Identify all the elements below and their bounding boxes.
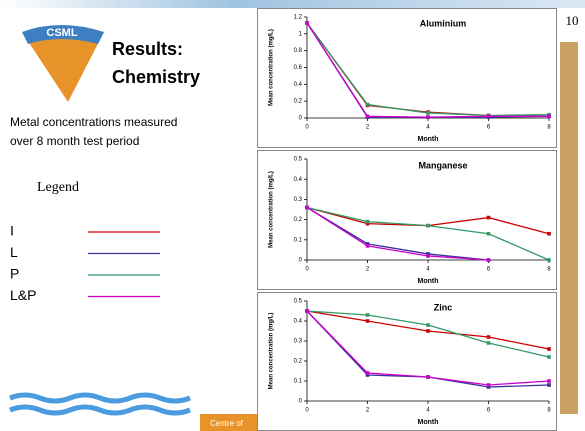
y-tick-label: 0.5: [294, 157, 303, 163]
y-tick-label: 0.4: [294, 82, 303, 88]
data-point: [547, 355, 551, 359]
data-point: [305, 206, 309, 210]
data-point: [366, 319, 370, 323]
footer-text: Centre of: [210, 419, 244, 428]
data-point: [366, 103, 370, 107]
y-tick-label: 0.5: [294, 299, 303, 305]
data-point: [366, 220, 370, 224]
legend-label: I: [10, 223, 14, 239]
slide-title: Chemistry: [112, 67, 200, 87]
data-point: [547, 347, 551, 351]
legend-label: L&P: [10, 287, 36, 303]
data-point: [487, 383, 491, 387]
y-tick-label: 0.6: [294, 65, 303, 71]
y-tick-label: 0.4: [294, 177, 303, 183]
side-strip: [560, 42, 578, 414]
data-point: [426, 224, 430, 228]
legend-title: Legend: [37, 180, 79, 195]
y-tick-label: 0.3: [294, 339, 303, 345]
y-tick-label: 0.1: [294, 379, 303, 385]
y-tick-label: 0.8: [294, 48, 303, 54]
page-number: 10: [566, 13, 579, 28]
data-point: [426, 323, 430, 327]
chart-panel: [258, 9, 557, 148]
slide-title: Results:: [112, 39, 183, 59]
data-point: [487, 341, 491, 345]
slide: CSML Results: Chemistry Metal concentrat…: [0, 0, 585, 431]
top-band: [0, 0, 585, 8]
y-axis-label: Mean concentration (mg/L): [269, 313, 275, 390]
x-axis-label: Month: [418, 419, 439, 426]
description: over 8 month test period: [10, 134, 139, 148]
data-point: [547, 383, 551, 387]
legend-label: P: [10, 266, 19, 282]
data-point: [487, 335, 491, 339]
data-point: [366, 115, 370, 119]
y-axis-label: Mean concentration (mg/L): [269, 171, 275, 248]
data-point: [426, 115, 430, 119]
data-point: [305, 21, 309, 25]
data-point: [487, 258, 491, 262]
chart-panel: [258, 293, 557, 431]
y-tick-label: 1.2: [294, 15, 303, 21]
x-axis-label: Month: [418, 278, 439, 285]
y-axis-label: Mean concentration (mg/L): [269, 29, 275, 106]
data-point: [426, 375, 430, 379]
y-tick-label: 0.3: [294, 197, 303, 203]
legend-label: L: [10, 244, 18, 260]
data-point: [366, 244, 370, 248]
data-point: [487, 216, 491, 220]
x-axis-label: Month: [418, 136, 439, 143]
chart-title: Aluminium: [420, 18, 467, 28]
data-point: [547, 232, 551, 236]
y-tick-label: 0.2: [294, 99, 303, 105]
data-point: [426, 254, 430, 258]
y-tick-label: 0.2: [294, 217, 303, 223]
data-point: [426, 111, 430, 115]
data-point: [547, 115, 551, 119]
data-point: [487, 115, 491, 119]
data-point: [366, 371, 370, 375]
chart-panel: [258, 151, 557, 290]
description: Metal concentrations measured: [10, 115, 177, 129]
data-point: [366, 313, 370, 317]
logo-text: CSML: [46, 27, 77, 39]
data-point: [305, 309, 309, 313]
y-tick-label: 0.2: [294, 359, 303, 365]
y-tick-label: 0.4: [294, 319, 303, 325]
y-tick-label: 0.1: [294, 237, 303, 243]
data-point: [487, 232, 491, 236]
chart-title: Zinc: [434, 302, 453, 312]
data-point: [547, 379, 551, 383]
data-point: [547, 258, 551, 262]
data-point: [426, 329, 430, 333]
chart-title: Manganese: [418, 160, 467, 170]
